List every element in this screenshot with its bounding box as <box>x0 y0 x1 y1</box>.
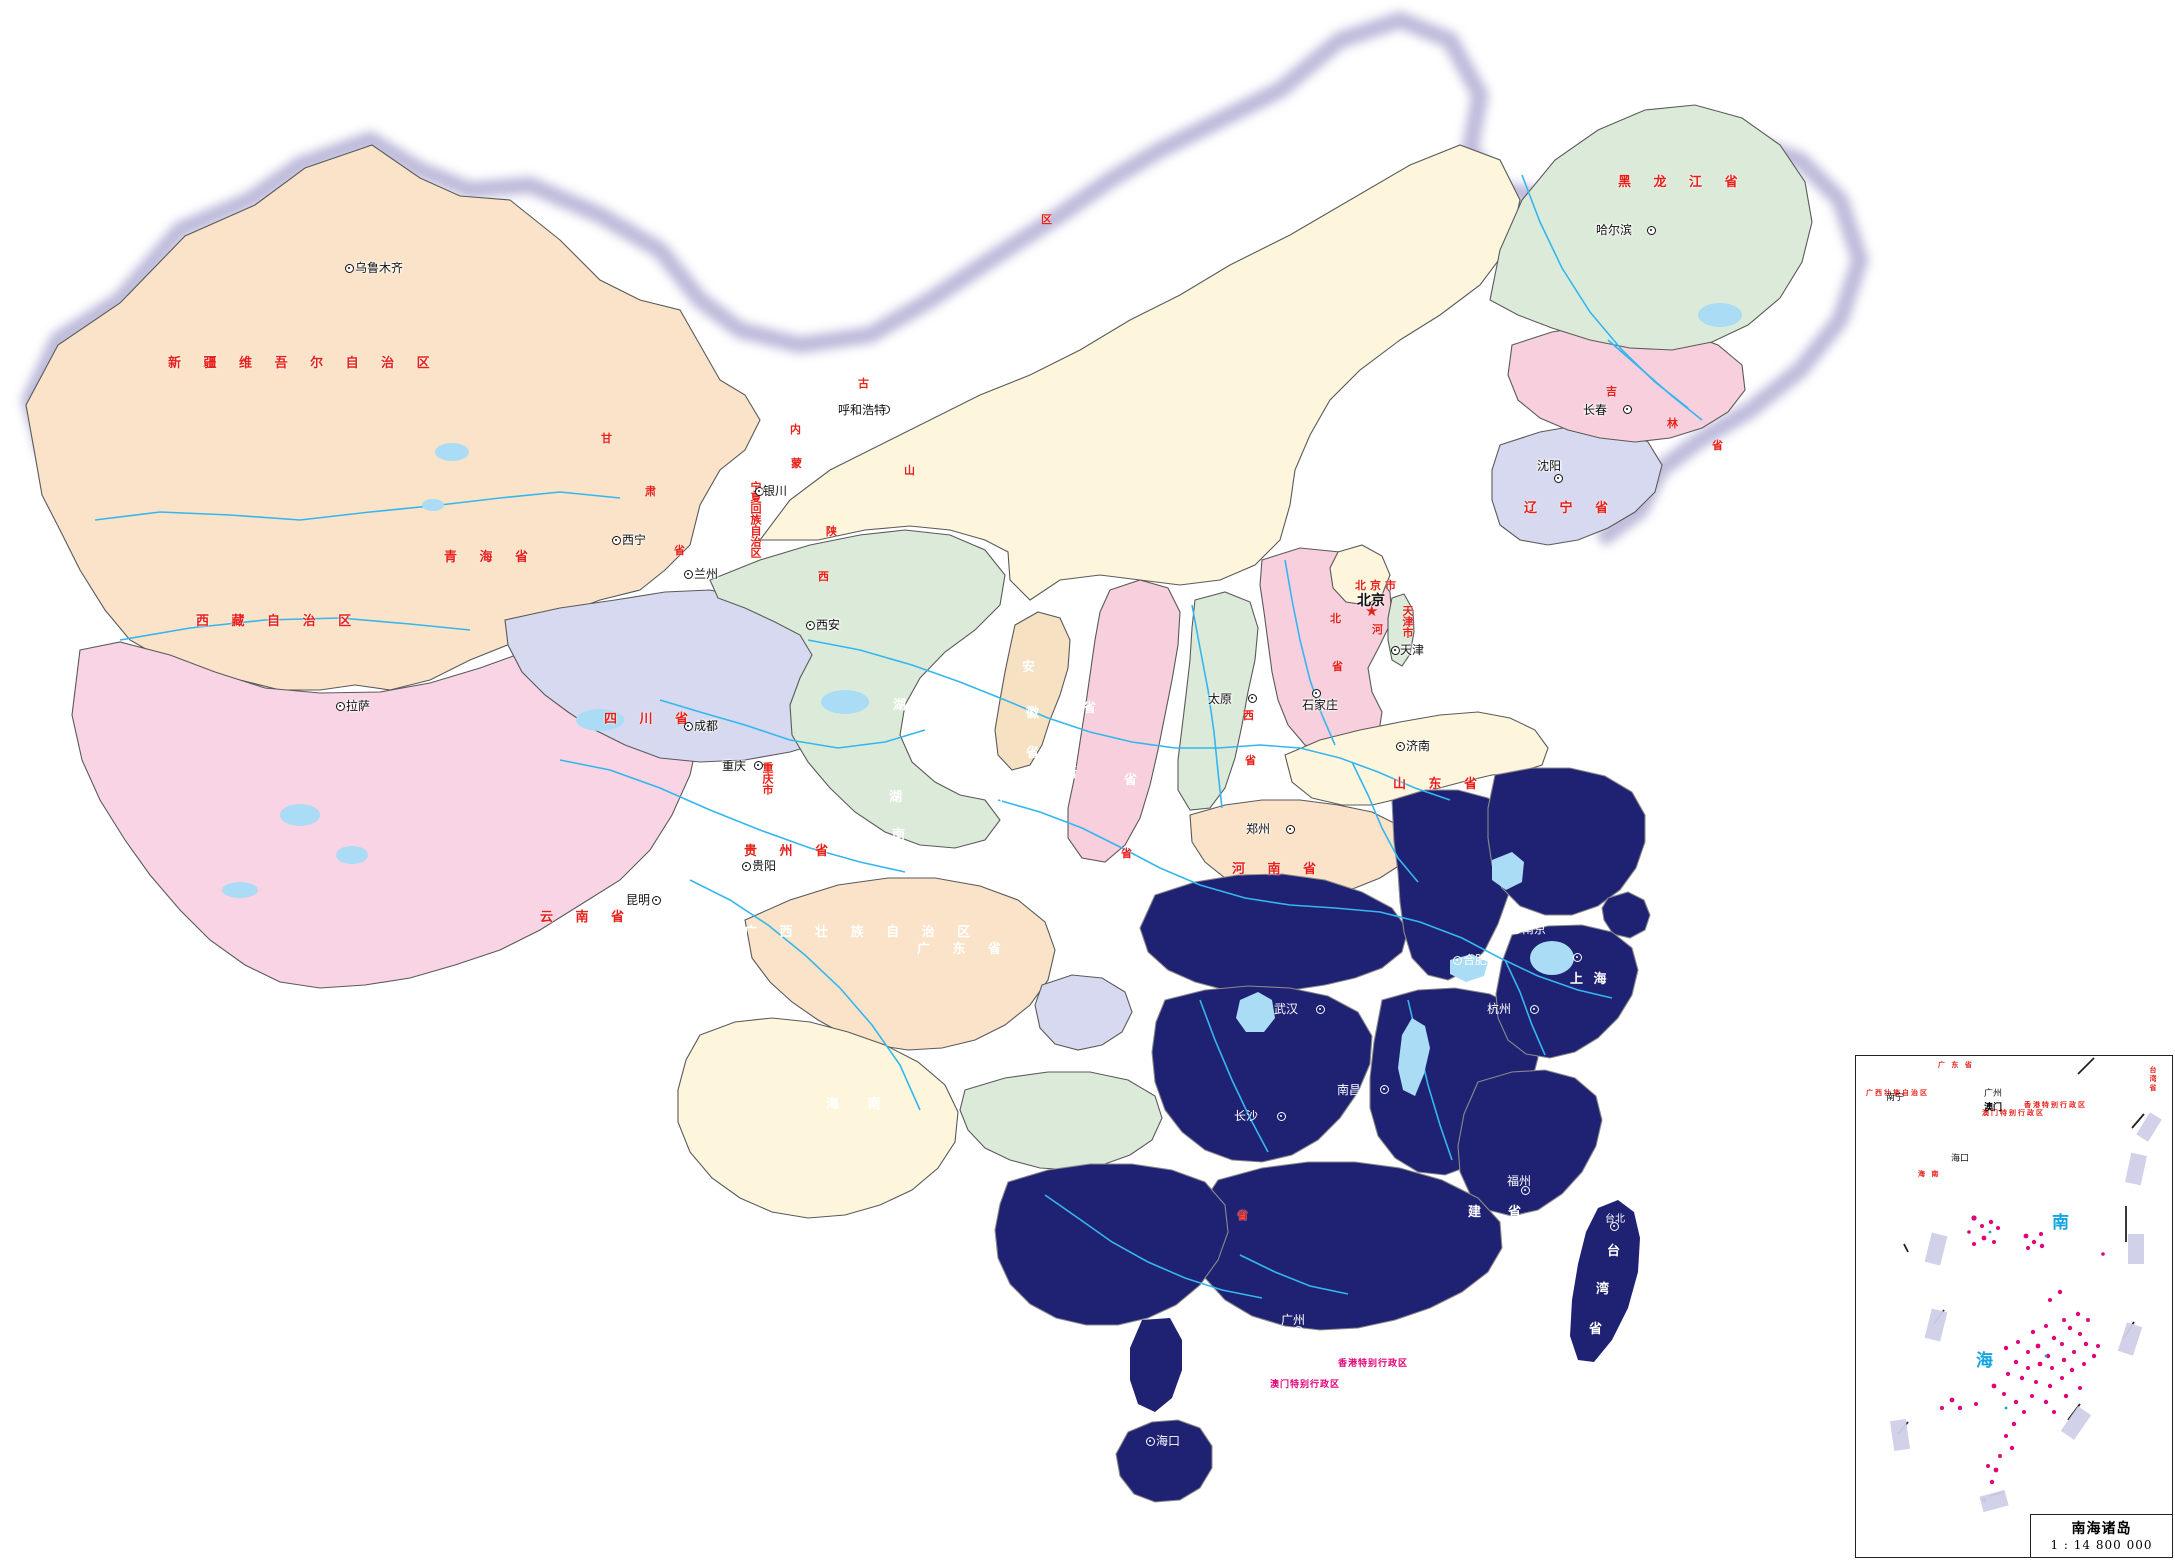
lakes <box>222 303 1742 1096</box>
province-jiangsu <box>1487 767 1646 916</box>
city-marker-lhasa <box>336 702 345 711</box>
province-hubei <box>1139 873 1409 993</box>
city-marker-xian <box>806 621 815 630</box>
capital-star-icon: ★ <box>1365 602 1379 620</box>
inset-title-box: 南海诸岛 1 : 14 800 000 <box>2030 1514 2173 1558</box>
city-marker-jinan <box>1396 742 1405 751</box>
city-marker-nanning <box>1103 1337 1112 1346</box>
city-marker-changsha <box>1277 1112 1286 1121</box>
province-xizang <box>71 639 701 989</box>
inset-map-south-china-sea: 广 东 省 广西壮族自治区 台湾省 海 南 澳门特别行政区 香港特别行政区 南宁… <box>1855 1055 2173 1558</box>
city-marker-haikou <box>1146 1437 1155 1446</box>
city-marker-chengdu <box>684 722 693 731</box>
province-gansu <box>709 529 1006 849</box>
city-marker-lanzhou <box>684 570 693 579</box>
province-shanxi <box>1177 591 1259 811</box>
city-marker-nanjing <box>1512 925 1521 934</box>
province-fujian <box>1457 1069 1603 1217</box>
city-marker-tianjin <box>1391 646 1400 655</box>
province-hainan <box>1115 1419 1213 1503</box>
inset-title: 南海诸岛 <box>2071 1521 2132 1537</box>
city-marker-wuhan <box>1316 1005 1325 1014</box>
city-marker-urumqi <box>345 264 354 273</box>
province-guangxi <box>994 1163 1229 1326</box>
city-marker-hohhot <box>881 405 890 414</box>
city-marker-zhengzhou <box>1286 825 1295 834</box>
province-guizhou <box>959 1071 1163 1171</box>
province-taiwan <box>1570 1200 1640 1362</box>
city-marker-shanghai <box>1573 953 1582 962</box>
province-shanghai <box>1601 891 1651 939</box>
province-zhejiang <box>1495 924 1639 1059</box>
city-marker-harbin <box>1647 226 1656 235</box>
city-marker-taiyuan <box>1248 694 1257 703</box>
city-marker-taipei <box>1610 1222 1619 1231</box>
province-neimenggu <box>758 144 1521 601</box>
city-marker-hangzhou <box>1530 1005 1539 1014</box>
province-sichuan <box>744 877 1056 1051</box>
city-marker-changchun <box>1623 405 1632 414</box>
city-marker-yinchuan <box>755 487 764 496</box>
city-marker-macau <box>1316 1358 1325 1367</box>
city-marker-kunming <box>652 896 661 905</box>
city-marker-xining <box>612 536 621 545</box>
province-hunan <box>1151 985 1373 1163</box>
city-marker-chongqing <box>754 761 763 770</box>
province-shaanxi <box>1067 579 1181 863</box>
inset-island-dots <box>1889 1057 2162 1513</box>
city-marker-nanchang <box>1380 1085 1389 1094</box>
province-beijing <box>1329 544 1391 606</box>
province-ningxia <box>994 611 1071 771</box>
province-yunnan <box>677 1017 959 1219</box>
province-liaoning <box>1491 424 1663 546</box>
city-marker-guiyang <box>742 862 751 871</box>
city-marker-shijiazhuang <box>1312 689 1321 698</box>
province-chongqing <box>1034 974 1133 1051</box>
province-tianjin <box>1387 593 1415 667</box>
province-guangdong <box>1195 1161 1503 1331</box>
city-marker-hefei <box>1453 956 1462 965</box>
city-marker-guangzhou <box>1294 1326 1303 1335</box>
city-marker-fuzhou <box>1521 1186 1530 1195</box>
inset-scale: 1 : 14 800 000 <box>2050 1538 2153 1552</box>
leizhou-peninsula <box>1130 1318 1182 1412</box>
national-border-halo <box>20 10 1869 547</box>
city-marker-shenyang <box>1554 474 1563 483</box>
rivers <box>94 174 1703 1299</box>
